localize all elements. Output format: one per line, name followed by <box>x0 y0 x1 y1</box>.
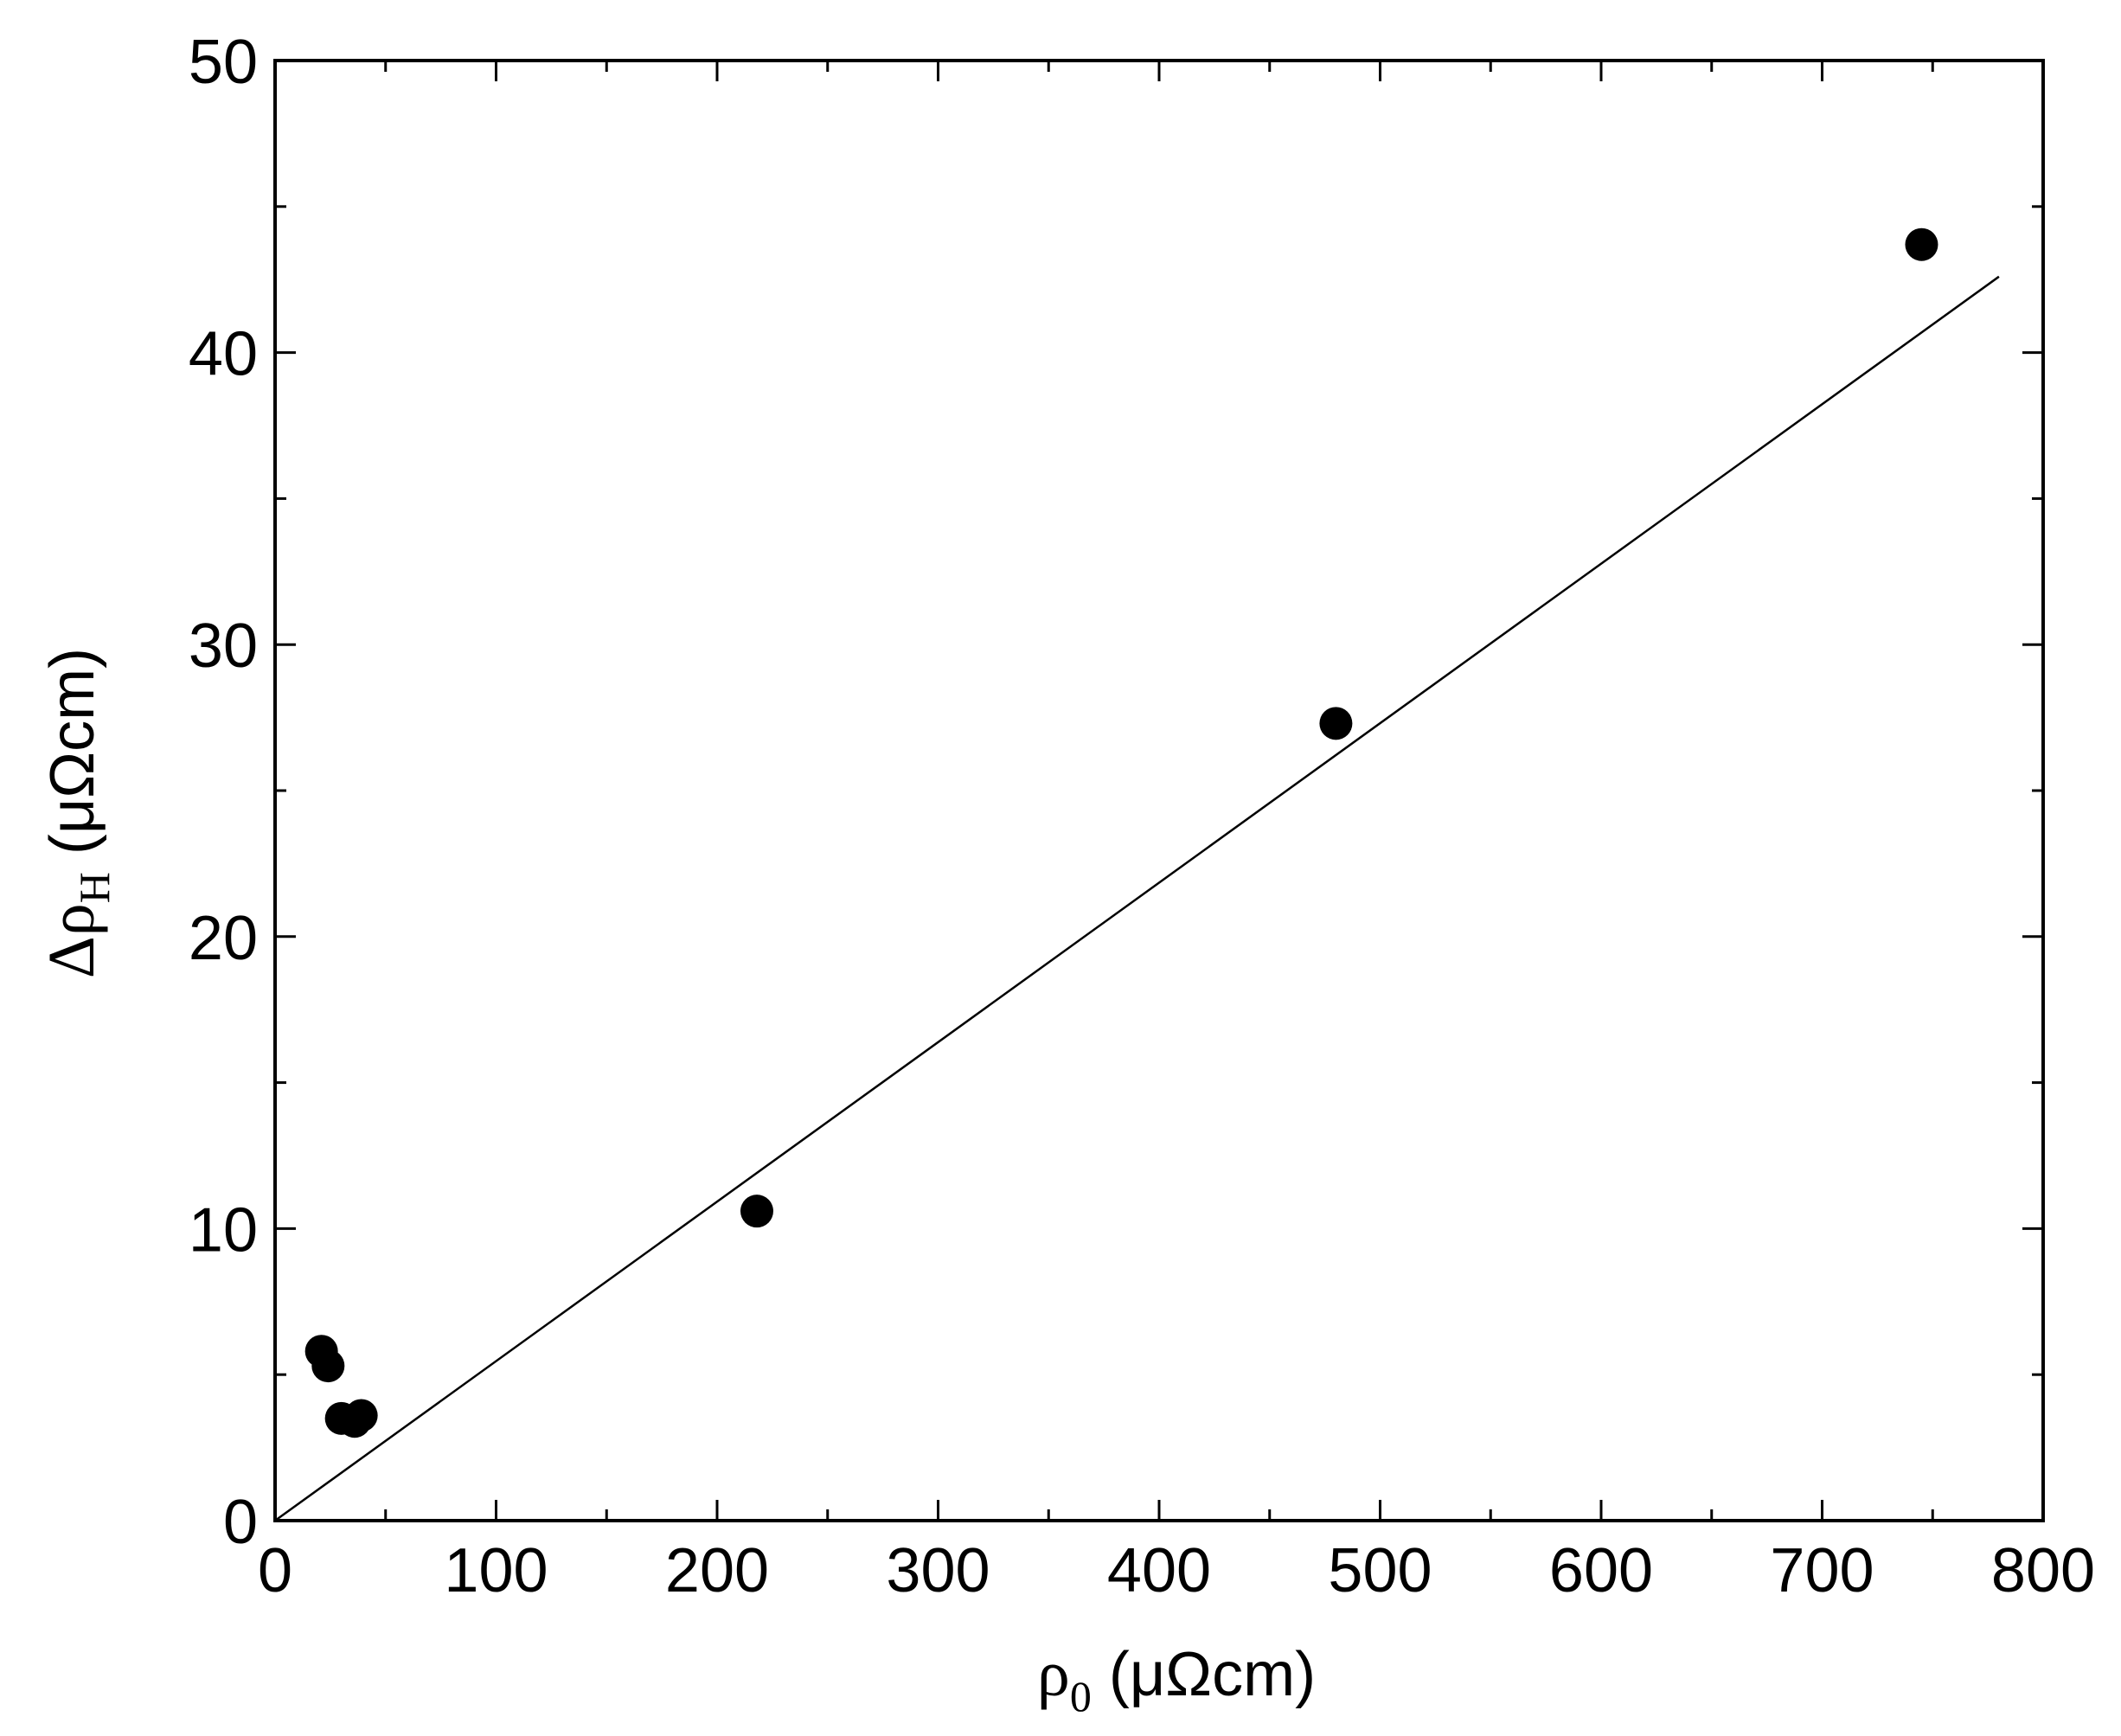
data-point <box>740 1195 773 1228</box>
x-axis-subscript: 0 <box>1070 1672 1092 1720</box>
data-point <box>344 1399 378 1432</box>
y-tick-label: 30 <box>189 612 258 681</box>
y-tick-label: 40 <box>189 320 258 389</box>
x-tick-label: 800 <box>1991 1536 2095 1605</box>
data-point <box>1905 227 1938 261</box>
ticks-layer <box>273 59 2045 1522</box>
x-axis-label: ρ0 (μΩcm) <box>1037 1637 1316 1720</box>
x-tick-label: 500 <box>1328 1536 1432 1605</box>
data-point <box>311 1349 345 1383</box>
x-tick-label: 100 <box>444 1536 548 1605</box>
x-tick-labels: 0 100 200 300 400 500 600 700 800 <box>258 1536 2095 1605</box>
data-points-layer <box>304 227 1938 1438</box>
y-tick-labels: 0 10 20 30 40 50 <box>189 28 258 1557</box>
data-point <box>1319 707 1353 740</box>
fit-line <box>274 275 2000 1522</box>
fit-line-layer <box>274 275 2000 1522</box>
x-tick-label: 700 <box>1770 1536 1874 1605</box>
y-tick-label: 10 <box>189 1195 258 1265</box>
x-tick-label: 300 <box>886 1536 990 1605</box>
y-tick-label: 50 <box>189 28 258 97</box>
x-tick-label: 600 <box>1549 1536 1653 1605</box>
plot-frame <box>273 59 2045 1522</box>
x-tick-label: 400 <box>1107 1536 1211 1605</box>
y-axis-unit: (μΩcm) <box>38 648 107 872</box>
y-tick-label: 20 <box>189 904 258 973</box>
x-tick-label: 200 <box>665 1536 769 1605</box>
y-axis-label: ΔρH (μΩcm) <box>35 648 119 978</box>
x-tick-label: 0 <box>258 1536 292 1605</box>
x-axis-symbol: ρ <box>1037 1637 1070 1710</box>
y-axis-subscript: H <box>70 872 119 903</box>
y-axis-symbol: Δρ <box>35 903 108 978</box>
x-axis-unit: (μΩcm) <box>1092 1640 1316 1709</box>
y-tick-label: 0 <box>223 1488 258 1557</box>
